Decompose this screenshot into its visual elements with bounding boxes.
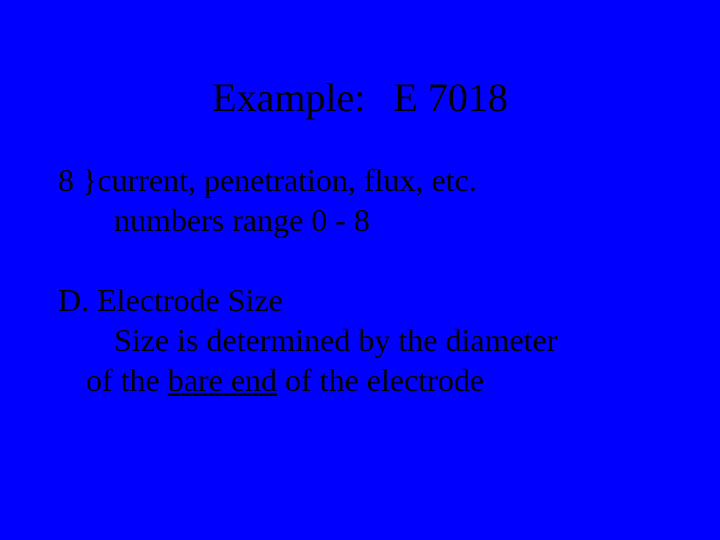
slide-body: 8 }current, penetration, flux, etc. numb… bbox=[58, 160, 668, 400]
body-line-4: Size is determined by the diameter bbox=[58, 320, 668, 360]
slide-title: Example: E 7018 bbox=[0, 74, 720, 121]
body-line-5-underlined: bare end bbox=[168, 362, 277, 398]
body-line-2: numbers range 0 - 8 bbox=[58, 200, 668, 240]
body-line-5a: of the bbox=[86, 362, 168, 398]
slide: Example: E 7018 8 }current, penetration, … bbox=[0, 0, 720, 540]
title-right: E 7018 bbox=[393, 75, 507, 120]
title-left: Example: bbox=[212, 75, 365, 120]
body-line-1: 8 }current, penetration, flux, etc. bbox=[58, 160, 668, 200]
body-line-5: of the bare end of the electrode bbox=[58, 360, 668, 400]
body-line-3: D. Electrode Size bbox=[58, 280, 668, 320]
spacer bbox=[58, 240, 668, 280]
body-line-5b: of the electrode bbox=[277, 362, 484, 398]
